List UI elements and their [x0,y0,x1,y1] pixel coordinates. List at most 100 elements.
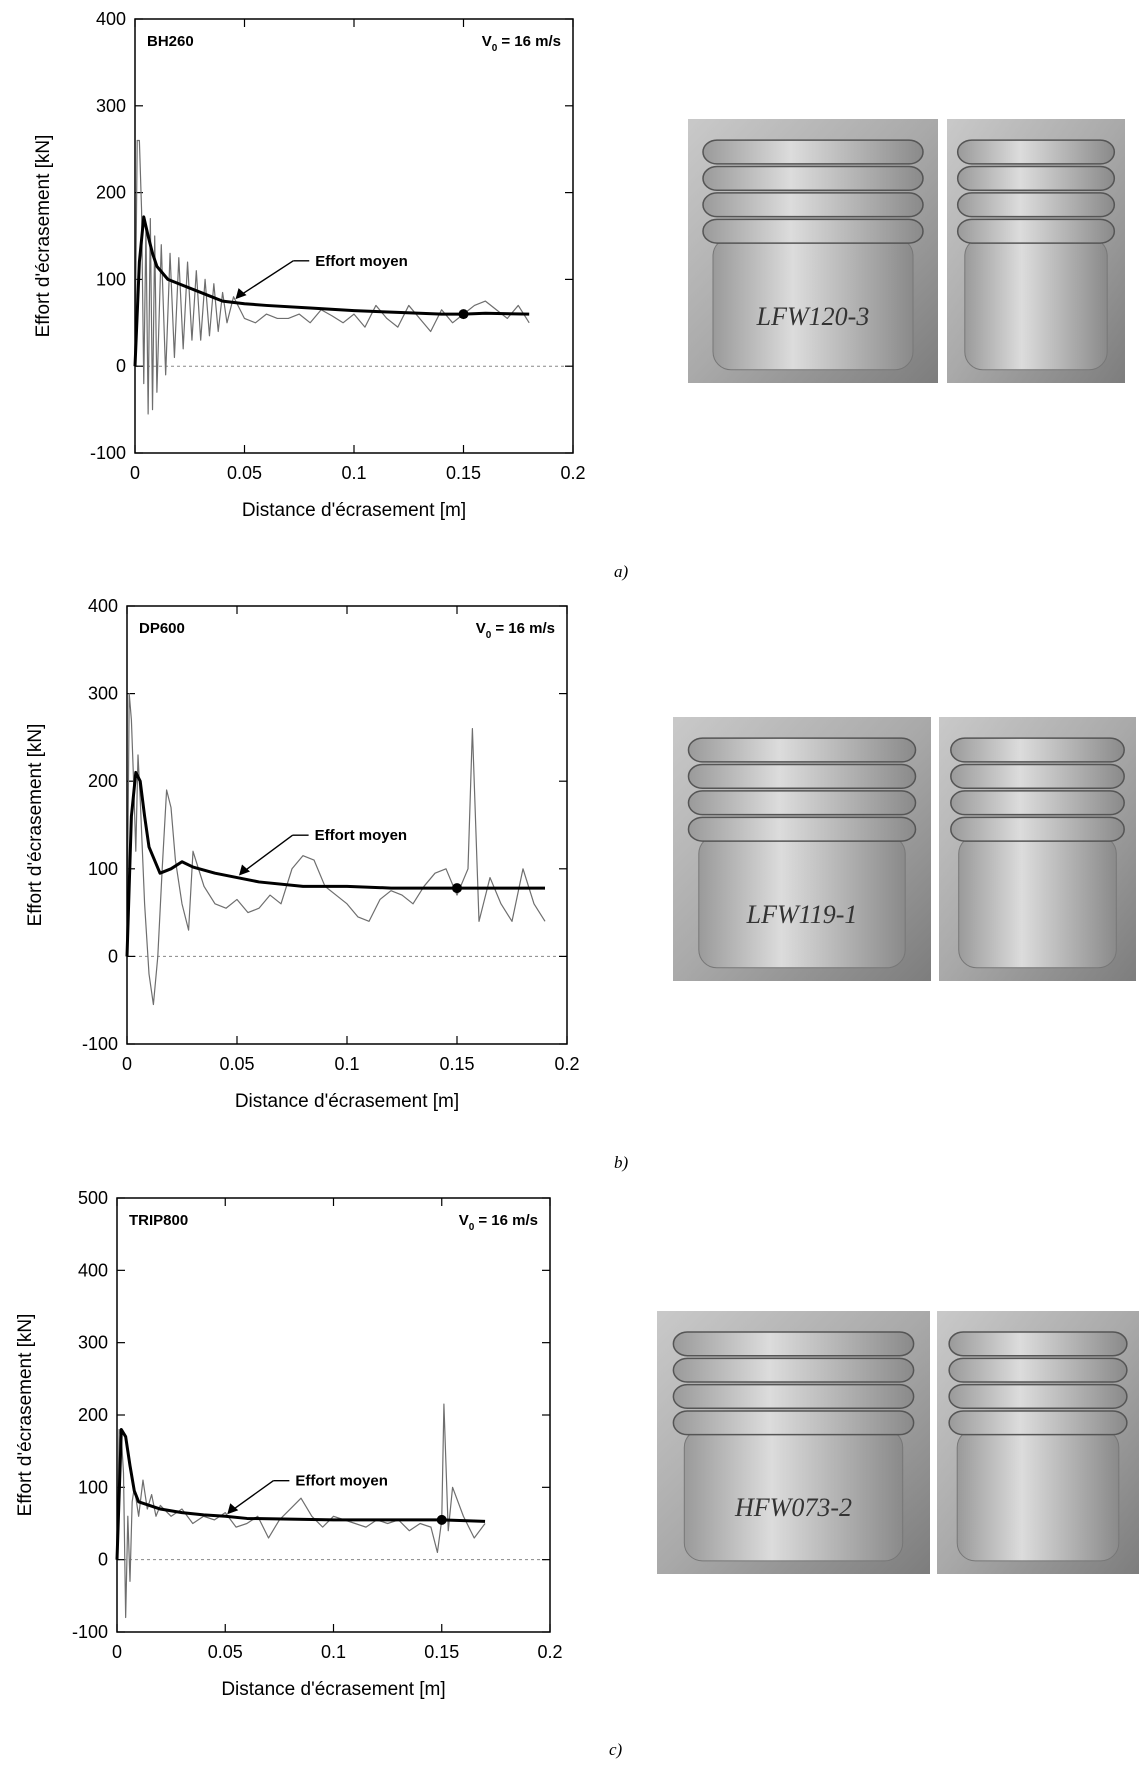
photo-fold [948,1383,1128,1410]
annotation-label: Effort moyen [315,253,408,270]
photo-fold [948,1410,1128,1436]
photo-fold [702,165,924,192]
photo-fold [687,763,917,790]
velocity-text: = 16 m/s [501,33,561,50]
y-tick-label: 100 [78,1477,108,1497]
x-tick-label: 0.1 [334,1054,359,1074]
y-tick-label: 100 [96,269,126,289]
x-tick-label: 0.2 [537,1642,562,1662]
y-tick-label: 0 [98,1550,108,1570]
photo-base [958,835,1117,969]
photo-fold [956,165,1116,192]
y-tick-label: -100 [72,1622,108,1642]
photo-fold [956,192,1116,218]
y-tick-label: 300 [78,1333,108,1353]
y-tick-label: -100 [90,443,126,463]
plot-title: BH260 [147,33,194,50]
annotation-label: Effort moyen [295,1473,388,1490]
photo-fold [672,1331,915,1357]
y-tick-label: 0 [108,946,118,966]
annotation-arrow [228,1480,274,1513]
y-tick-label: 200 [88,771,118,791]
plot-title: TRIP800 [129,1212,188,1229]
velocity-symbol: V [482,33,492,50]
photo-fold [672,1410,915,1436]
x-tick-label: 0.2 [554,1054,579,1074]
photo-fold [956,139,1116,165]
panel-caption: a) [614,562,629,581]
plot-frame [126,605,568,1045]
panel-caption: b) [614,1153,629,1172]
velocity-symbol: V [476,620,486,637]
y-tick-label: 0 [116,356,126,376]
arrow-head [227,1503,239,1515]
x-axis-label: Distance d'écrasement [m] [221,1679,445,1700]
velocity-subscript: 0 [486,630,492,641]
y-tick-label: 500 [78,1188,108,1208]
velocity-subscript: 0 [469,1222,475,1233]
y-tick-label: 300 [96,96,126,116]
panel-caption: c) [609,1740,623,1759]
x-tick-label: 0.05 [208,1642,243,1662]
photo-fold [687,790,917,816]
x-tick-label: 0.15 [446,463,481,483]
y-axis-label: Effort d'écrasement [kN] [15,1314,36,1517]
arrow-head [239,864,250,876]
velocity-label: V0 = 16 m/s [482,33,561,54]
photo-fold [950,790,1125,816]
photo-label: LFW120-3 [756,302,870,331]
photo: HFW073-2 [657,1311,930,1574]
photo-fold [950,816,1125,842]
photo-label: HFW073-2 [734,1493,852,1522]
photo-fold [956,218,1116,244]
photo-label: LFW119-1 [746,900,858,929]
photo-base [956,1428,1120,1562]
annotation-arrow [240,834,294,875]
raw-force-line [134,139,530,415]
photo: LFW119-1 [673,717,931,981]
photo-fold [672,1383,915,1410]
y-tick-label: 400 [96,9,126,29]
velocity-text: = 16 m/s [495,620,555,637]
plot-frame [116,1197,551,1633]
raw-force-line [126,693,546,1006]
x-tick-label: 0.05 [219,1054,254,1074]
marker-point [452,883,462,894]
velocity-label: V0 = 16 m/s [476,620,555,641]
velocity-label: V0 = 16 m/s [459,1212,538,1233]
mean-force-line [115,1427,486,1560]
x-tick-label: 0 [112,1642,122,1662]
x-tick-label: 0 [122,1054,132,1074]
photo-fold [702,139,924,165]
photo-fold [950,763,1125,790]
x-tick-label: 0.15 [424,1642,459,1662]
y-tick-label: 200 [78,1405,108,1425]
y-tick-label: 200 [96,183,126,203]
velocity-text: = 16 m/s [478,1212,538,1229]
photo [939,717,1136,981]
x-tick-label: 0.1 [341,463,366,483]
photo-fold [687,816,917,842]
arrow-head [235,288,247,300]
photo-fold [950,737,1125,763]
y-tick-label: 400 [78,1260,108,1280]
photo-base [964,237,1108,371]
photo-fold [702,192,924,218]
x-tick-label: 0.1 [321,1642,346,1662]
y-tick-label: 300 [88,684,118,704]
y-axis-label: Effort d'écrasement [kN] [33,135,54,338]
x-axis-label: Distance d'écrasement [m] [242,500,466,521]
x-tick-label: 0.15 [439,1054,474,1074]
photo [937,1311,1139,1574]
photo: LFW120-3 [688,119,938,383]
x-axis-label: Distance d'écrasement [m] [235,1091,459,1112]
photo-fold [948,1357,1128,1383]
photo-fold [702,218,924,244]
x-tick-label: 0.2 [560,463,585,483]
velocity-subscript: 0 [492,43,498,54]
velocity-symbol: V [459,1212,469,1229]
y-tick-label: -100 [82,1034,118,1054]
photo-fold [687,737,917,763]
